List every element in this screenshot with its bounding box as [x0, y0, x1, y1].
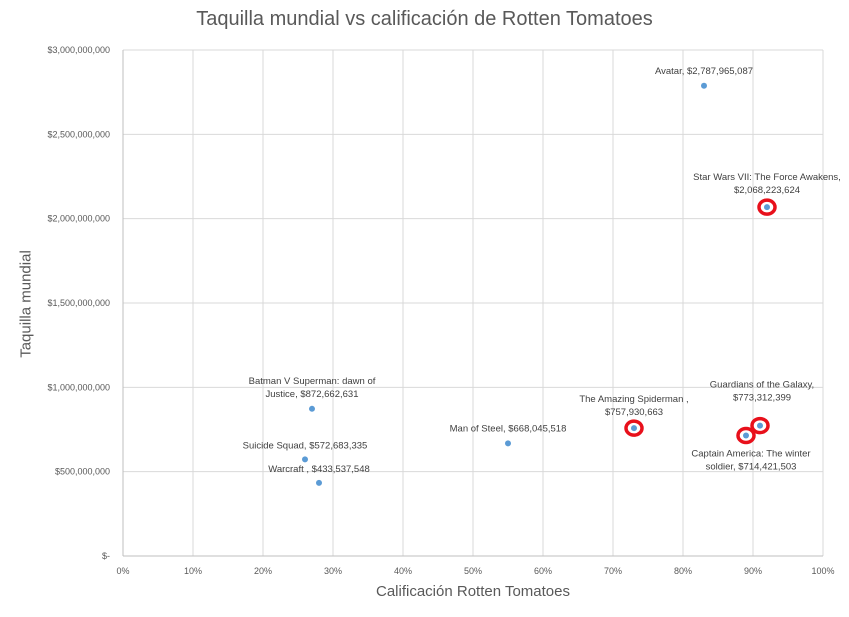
y-tick-label: $3,000,000,000 — [47, 45, 110, 55]
data-point — [631, 425, 637, 432]
y-tick-label: $500,000,000 — [55, 467, 110, 477]
data-point — [757, 422, 763, 429]
highlight-rings — [624, 198, 777, 445]
x-tick-label: 100% — [811, 566, 834, 576]
x-tick-label: 70% — [604, 566, 622, 576]
grid-lines — [123, 49, 824, 556]
y-tick-label: $2,000,000,000 — [47, 214, 110, 224]
x-tick-label: 50% — [464, 566, 482, 576]
y-tick-label: $1,500,000,000 — [47, 298, 110, 308]
data-labels: Avatar, $2,787,965,087 Star Wars VII: The… — [243, 66, 841, 475]
x-tick-label: 80% — [674, 566, 692, 576]
x-tick-label: 30% — [324, 566, 342, 576]
x-tick-label: 20% — [254, 566, 272, 576]
data-label: Captain America: The winter — [691, 449, 810, 460]
y-tick-label: $- — [102, 551, 110, 561]
data-label: Justice, $872,662,631 — [266, 389, 359, 400]
x-axis-title: Calificación Rotten Tomatoes — [376, 583, 570, 600]
data-label: soldier, $714,421,503 — [706, 462, 797, 473]
x-tick-label: 10% — [184, 566, 202, 576]
data-label: Man of Steel, $668,045,518 — [450, 423, 567, 434]
data-label: Star Wars VII: The Force Awakens, — [693, 172, 841, 183]
data-point — [764, 204, 770, 211]
x-tick-label: 0% — [116, 566, 129, 576]
highlight-ring — [624, 419, 644, 437]
y-tick-label: $2,500,000,000 — [47, 129, 110, 139]
highlight-ring — [750, 416, 770, 435]
data-point — [302, 456, 308, 463]
y-tick-label: $1,000,000,000 — [47, 382, 110, 392]
data-label: $2,068,223,624 — [734, 185, 800, 196]
x-tick-label: 60% — [534, 566, 552, 576]
tick-labels: 0% 10% 20% 30% 40% 50% 60% 70% 80% 90% 100% $- $500,… — [47, 45, 834, 576]
data-point — [309, 405, 315, 412]
data-label: Suicide Squad, $572,683,335 — [243, 440, 368, 451]
data-point — [701, 82, 707, 89]
x-tick-label: 40% — [394, 566, 412, 576]
data-label: Guardians of the Galaxy, — [710, 380, 814, 391]
data-label: Warcraft , $433,537,548 — [268, 464, 370, 475]
data-label: $773,312,399 — [733, 393, 791, 404]
data-label: The Amazing Spiderman , — [579, 394, 688, 405]
highlight-ring — [757, 198, 777, 216]
data-label: Avatar, $2,787,965,087 — [655, 66, 753, 77]
data-point — [316, 479, 322, 486]
data-point — [505, 440, 511, 447]
data-label: Batman V Superman: dawn of — [249, 376, 376, 387]
x-tick-label: 90% — [744, 566, 762, 576]
data-point — [743, 432, 749, 439]
chart-title: Taquilla mundial vs calificación de Rott… — [196, 8, 653, 30]
data-label: $757,930,663 — [605, 407, 663, 418]
data-points — [302, 82, 770, 486]
highlight-ring — [736, 426, 756, 445]
axes — [122, 50, 823, 557]
